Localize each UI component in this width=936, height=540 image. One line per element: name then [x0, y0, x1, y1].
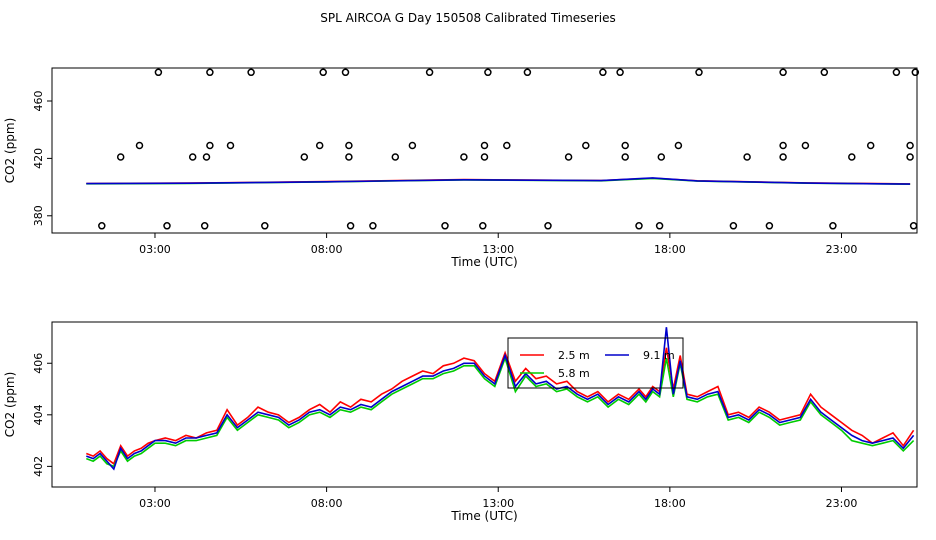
data-point — [460, 153, 468, 161]
legend-label: 9.1 m — [643, 349, 675, 362]
series-line-5-8-m — [86, 355, 915, 468]
x-tick-label: 13:00 — [482, 243, 514, 256]
x-tick-label: 08:00 — [311, 497, 343, 510]
y-tick-label: 420 — [32, 148, 45, 169]
x-tick-label: 03:00 — [139, 243, 171, 256]
data-point — [163, 222, 171, 230]
y-axis-label: CO2 (ppm) — [3, 118, 17, 184]
x-tick-label: 08:00 — [311, 243, 343, 256]
data-point — [820, 68, 829, 77]
data-point — [154, 68, 163, 77]
data-point — [319, 68, 327, 77]
y-tick-label: 460 — [32, 91, 45, 112]
data-point — [480, 141, 489, 150]
data-point — [98, 222, 106, 230]
data-point — [657, 153, 666, 161]
data-point — [188, 153, 197, 161]
data-point — [655, 222, 664, 230]
data-point — [765, 222, 774, 230]
plot-frame — [51, 67, 918, 234]
data-point — [346, 222, 355, 230]
y-tick-label: 406 — [32, 353, 45, 374]
series-line-9-1-m — [86, 327, 915, 471]
top-panel: 03:00 08:00 13:00 18:00 23:00 380 420 460 Time (… — [3, 67, 920, 269]
data-point — [479, 222, 487, 230]
data-point — [345, 153, 353, 161]
data-point — [729, 222, 738, 230]
data-point — [503, 141, 511, 150]
data-point — [848, 153, 856, 161]
data-point — [621, 141, 629, 150]
y-tick-label: 380 — [32, 205, 45, 226]
series-line-3 — [86, 177, 911, 185]
data-point — [484, 68, 492, 77]
data-point — [480, 153, 489, 161]
data-point — [226, 141, 235, 150]
data-point — [564, 153, 573, 161]
legend-box — [507, 337, 684, 389]
data-point — [906, 153, 914, 161]
y-tick-label: 404 — [32, 404, 45, 425]
data-point — [341, 68, 350, 77]
data-point — [635, 222, 643, 230]
data-point — [247, 68, 255, 77]
data-point — [909, 222, 918, 230]
data-point — [206, 68, 214, 77]
data-point — [116, 153, 125, 161]
data-point — [200, 222, 209, 230]
bottom-panel: 03:00 08:00 13:00 18:00 23:00 402 404 406 Time (… — [3, 321, 918, 523]
y-tick-label: 402 — [32, 456, 45, 477]
x-axis-label: Time (UTC) — [450, 255, 517, 269]
data-point — [621, 153, 629, 161]
data-point — [391, 153, 400, 161]
x-tick-label: 18:00 — [654, 243, 686, 256]
data-point — [345, 141, 353, 150]
data-point — [206, 141, 214, 150]
data-point — [202, 153, 211, 161]
x-tick-label: 23:00 — [826, 497, 858, 510]
data-point — [135, 141, 144, 150]
legend: 2.5 m 5.8 m 9.1 m — [507, 337, 684, 389]
data-point — [743, 153, 751, 161]
data-point — [523, 68, 532, 77]
plot-frame — [51, 321, 918, 488]
data-point — [801, 141, 810, 150]
data-point — [695, 68, 703, 77]
data-point — [544, 222, 552, 230]
data-point — [582, 141, 590, 150]
data-point — [829, 222, 837, 230]
x-tick-label: 23:00 — [826, 243, 858, 256]
x-tick-label: 18:00 — [654, 497, 686, 510]
y-axis-label: CO2 (ppm) — [3, 372, 17, 438]
data-point — [906, 141, 914, 150]
x-tick-label: 13:00 — [482, 497, 514, 510]
data-point — [599, 68, 607, 77]
data-point — [779, 153, 787, 161]
data-point — [408, 141, 417, 150]
legend-label: 2.5 m — [558, 349, 590, 362]
data-point — [425, 68, 434, 77]
data-point — [441, 222, 449, 230]
data-point — [369, 222, 377, 230]
x-tick-label: 03:00 — [139, 497, 171, 510]
data-point — [779, 141, 787, 150]
data-point — [892, 68, 901, 77]
data-point — [261, 222, 269, 230]
data-point — [300, 153, 309, 161]
data-point — [616, 68, 624, 77]
data-point — [911, 68, 920, 77]
chart-title: SPL AIRCOA G Day 150508 Calibrated Times… — [320, 11, 615, 25]
x-axis-label: Time (UTC) — [450, 509, 517, 523]
data-point — [779, 68, 787, 77]
legend-label: 5.8 m — [558, 367, 590, 380]
data-point — [315, 141, 324, 150]
series-line-2-5-m — [86, 347, 915, 466]
data-point — [866, 141, 875, 150]
data-point — [674, 141, 683, 150]
